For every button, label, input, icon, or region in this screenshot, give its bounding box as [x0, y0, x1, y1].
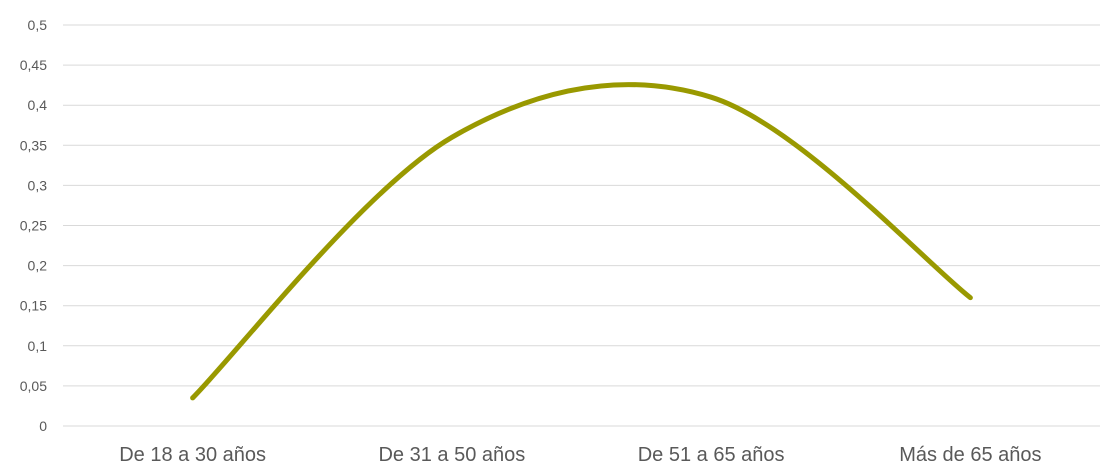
y-tick-label: 0,1 [28, 338, 48, 354]
y-tick-label: 0,5 [28, 17, 48, 33]
gridlines [63, 24, 1100, 427]
y-tick-label: 0,4 [28, 97, 48, 113]
series-group [190, 82, 973, 401]
x-axis-ticks: De 18 a 30 años De 31 a 50 años De 51 a 65… [119, 444, 1041, 466]
y-tick-label: 0,45 [20, 57, 47, 73]
y-tick-label: 0,2 [28, 258, 48, 274]
x-tick-label: Más de 65 años [899, 444, 1041, 466]
y-tick-label: 0,15 [20, 298, 47, 314]
x-tick-label: De 31 a 50 años [378, 444, 525, 466]
y-tick-label: 0 [39, 418, 47, 434]
y-axis-ticks: 0 0,05 0,1 0,15 0,2 0,25 0,3 0,35 0,4 0,45 0,5 [20, 17, 47, 434]
y-tick-label: 0,25 [20, 218, 47, 234]
y-tick-label: 0,35 [20, 137, 47, 153]
series-line [190, 82, 973, 401]
x-tick-label: De 51 a 65 años [638, 444, 785, 466]
y-tick-label: 0,3 [28, 177, 48, 193]
x-tick-label: De 18 a 30 años [119, 444, 266, 466]
y-tick-label: 0,05 [20, 378, 47, 394]
